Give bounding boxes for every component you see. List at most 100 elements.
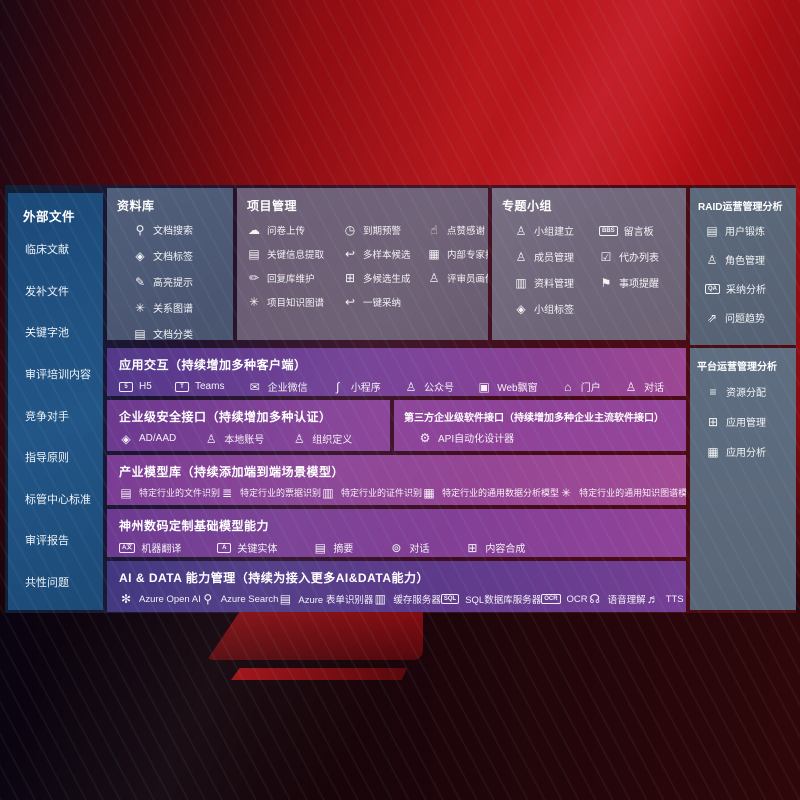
panel-repository: 资料库 ⚲ 文档搜索 ◈ 文档标签 ✎ 高亮提示 ✳ 关系图谱 ▤ — [107, 188, 233, 340]
feature-item: ▥ 资料管理 — [515, 275, 574, 291]
feature-item: ▥ 缓存服务器 — [374, 592, 441, 606]
dc-model-list: A文 机器翻译 A 关键实体 ▤ 摘要 ⊚ 对话 ⊞ 内容合成 — [107, 537, 686, 555]
data-analysis-model-icon: ▦ — [423, 485, 435, 500]
mini-program-icon: ∫ — [336, 379, 340, 394]
feature-item: ≣ 特定行业的票据识别 — [221, 485, 322, 500]
alarm-warning-icon: ◷ — [344, 223, 356, 237]
feature-item: ∫ 小程序 — [331, 379, 381, 395]
row-enterprise-security-interface: 企业级安全接口（持续增加多种认证） ◈ AD/AAD ♙ 本地账号 ♙ 组织定义 — [107, 400, 390, 451]
feature-item: ≡ 资源分配 — [706, 384, 794, 400]
feature-item: ◈ 文档标签 — [133, 248, 227, 264]
feature-item: ☝ 点赞感谢 — [427, 223, 488, 237]
receipt-recognition-icon: ≣ — [221, 485, 233, 500]
feature-item: T Teams — [174, 381, 224, 392]
row-dc-base-model-capability: 神州数码定制基础模型能力 A文 机器翻译 A 关键实体 ▤ 摘要 ⊚ 对话 — [107, 509, 686, 557]
feature-item: A 关键实体 — [217, 540, 277, 555]
feature-item: ⊞ 应用管理 — [707, 414, 766, 430]
feature-item: ⊞ 多候选生成 — [344, 271, 411, 285]
panel-title: 专题小组 — [502, 199, 553, 213]
wechat-work-icon: ✉ — [249, 379, 260, 394]
feature-item: ▤ 摘要 — [314, 540, 354, 556]
feature-item: A文 机器翻译 — [119, 540, 181, 555]
multi-sample-icon: ↩ — [344, 247, 356, 261]
multi-generate-icon: ⊞ — [344, 271, 356, 285]
feature-item: ▦ 内部专家排名 — [428, 247, 488, 261]
reviewer-profile-icon: ♙ — [428, 271, 440, 285]
feature-item: ⚑ 事项提醒 — [600, 275, 659, 291]
feature-item: ▤ Azure 表单识别器 — [279, 592, 374, 606]
feature-item: ♙ 成员管理 — [515, 249, 574, 265]
local-account-icon: ♙ — [205, 431, 217, 446]
feature-item: ♙ 对话 — [625, 379, 664, 395]
feature-item: ◷ 到期预警 — [344, 223, 402, 237]
list-item: 审评报告 — [25, 535, 69, 548]
list-item: 指导原则 — [25, 452, 69, 465]
dialogue-bubble-icon: ⊚ — [391, 540, 402, 555]
thirdparty-item-list: ⚙ API自动化设计器 — [394, 427, 686, 446]
tts-icon: ♬ — [646, 592, 659, 606]
thumbs-up-icon: ☝ — [430, 223, 438, 237]
feature-item: ▤ 特定行业的文件识别 — [120, 485, 221, 500]
org-define-icon: ♙ — [293, 431, 305, 446]
feature-item: ♙ 评审员画像 — [428, 271, 488, 285]
row-application-interaction: 应用交互（持续增加多种客户端） 5 H5 T Teams ✉ 企业微信 ∫ 小程… — [107, 348, 686, 396]
list-item: 标管中心标准 — [25, 493, 91, 506]
feature-item: ⊚ 对话 — [391, 540, 430, 556]
role-manage-icon: ♙ — [706, 252, 718, 267]
app-manage-icon: ⊞ — [707, 414, 719, 429]
team-create-icon: ♙ — [515, 223, 527, 238]
row-industry-model-library: 产业模型库（持续添加端到端场景模型） ▤ 特定行业的文件识别 ≣ 特定行业的票据… — [107, 455, 686, 505]
portal-icon: ⌂ — [564, 379, 572, 394]
knowledge-graph-icon: ✳ — [248, 295, 260, 309]
document-search-icon: ⚲ — [135, 222, 145, 237]
list-item: 审评培训内容 — [25, 368, 91, 381]
cloud-upload-icon: ☁ — [248, 223, 260, 237]
summary-icon: ▤ — [314, 540, 327, 555]
panel-topic-groups: 专题小组 ♙ 小组建立 BBS 留言板 ♙ 成员管理 ☑ 代办列表 — [492, 188, 686, 340]
row-title: 企业级安全接口（持续增加多种认证） — [119, 410, 332, 424]
feature-item: ☁ 问卷上传 — [248, 223, 306, 237]
feature-item: ♙ 小组建立 — [515, 223, 574, 239]
user-card-icon: ▤ — [706, 223, 718, 238]
azure-ad-icon: ◈ — [121, 431, 131, 446]
monitor-stand-base — [231, 668, 407, 680]
feature-item: ▦ 应用分析 — [707, 444, 766, 460]
feature-item: SQL SQL数据库服务器 — [440, 592, 541, 606]
feature-item: ⚲ Azure Search — [201, 593, 278, 605]
teams-icon: T — [174, 381, 189, 392]
panel-title: 外部文件 — [23, 210, 76, 224]
dialogue-people-icon: ♙ — [625, 379, 637, 394]
row-thirdparty-software-interface: 第三方企业级软件接口（持续增加多种企业主流软件接口） ⚙ API自动化设计器 — [394, 400, 686, 451]
raid-feature-list: ▤ 用户锻炼 ♙ 角色管理 QA 采纳分析 ⇗ 问题趋势 — [690, 215, 796, 325]
feature-item: ⇗ 问题趋势 — [706, 310, 765, 326]
html5-icon: 5 — [119, 381, 133, 392]
repository-feature-list: ⚲ 文档搜索 ◈ 文档标签 ✎ 高亮提示 ✳ 关系图谱 ▤ 文档分类 — [107, 217, 233, 341]
app-analysis-icon: ▦ — [707, 444, 719, 459]
content-synthesis-icon: ⊞ — [467, 540, 478, 555]
security-auth-list: ◈ AD/AAD ♙ 本地账号 ♙ 组织定义 — [107, 428, 390, 447]
feature-item: ▣ Web飘窗 — [478, 379, 538, 395]
list-item: 发补文件 — [25, 285, 69, 298]
feature-item: ◈ AD/AAD — [119, 433, 176, 445]
feature-item: 5 H5 — [119, 381, 152, 392]
resource-allocation-icon: ≡ — [709, 384, 717, 399]
row-title: 应用交互（持续增加多种客户端） — [119, 358, 307, 372]
monitor-stand-shape — [207, 612, 423, 660]
external-files-list: 临床文献 发补文件 关键字池 审评培训内容 竞争对手 指导原则 标管中心标准 — [8, 225, 103, 610]
list-item: 竞争对手 — [25, 410, 69, 423]
feature-item: ♙ 组织定义 — [293, 431, 353, 447]
feature-item: ✏ 回复库维护 — [248, 271, 315, 285]
reply-maintain-icon: ✏ — [248, 271, 260, 285]
ocr-icon: OCR — [541, 594, 561, 604]
feature-item: ♙ 角色管理 — [706, 252, 765, 268]
feature-item: ✳ 项目知识图谱 — [248, 295, 325, 309]
one-click-adopt-icon: ↩ — [344, 295, 356, 309]
member-manage-icon: ♙ — [515, 249, 527, 264]
feature-item: ↩ 多样本候选 — [344, 247, 411, 261]
feature-item: ♙ 公众号 — [405, 379, 454, 395]
relation-graph-icon: ✳ — [134, 300, 146, 315]
panel-project-management: 项目管理 ☁ 问卷上传 ◷ 到期预警 ☝ 点赞感谢 ▤ 关键信息提取 — [237, 188, 488, 340]
panel-external-files: 外部文件 临床文献 发补文件 关键字池 审评培训内容 竞争对手 指导原则 — [8, 193, 103, 610]
tag-icon: ◈ — [135, 248, 145, 263]
feature-item: ⌂ 门户 — [561, 379, 601, 395]
